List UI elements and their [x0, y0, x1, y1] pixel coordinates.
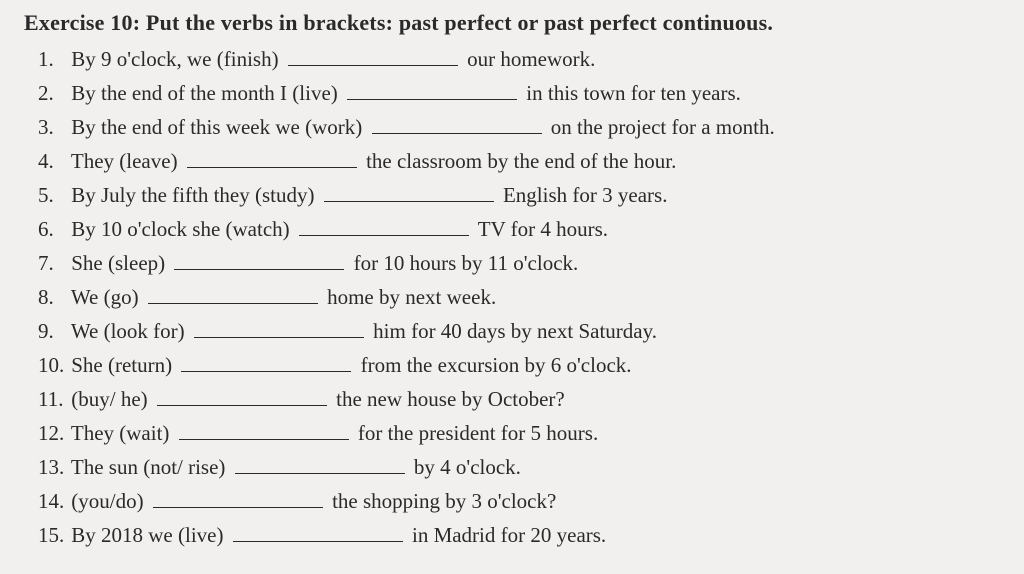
item-pre-text: (you/do)	[71, 489, 143, 513]
fill-in-blank[interactable]	[148, 284, 318, 304]
exercise-list: 1. By 9 o'clock, we (finish) our homewor…	[38, 42, 1000, 552]
exercise-item: 8. We (go) home by next week.	[38, 280, 1000, 314]
item-number: 1.	[38, 42, 66, 76]
item-number: 10.	[38, 348, 66, 382]
fill-in-blank[interactable]	[233, 522, 403, 542]
item-post-text: our homework.	[467, 47, 595, 71]
exercise-item: 7. She (sleep) for 10 hours by 11 o'cloc…	[38, 246, 1000, 280]
fill-in-blank[interactable]	[174, 250, 344, 270]
item-number: 14.	[38, 484, 66, 518]
fill-in-blank[interactable]	[187, 148, 357, 168]
item-pre-text: She (return)	[71, 353, 172, 377]
exercise-item: 2. By the end of the month I (live) in t…	[38, 76, 1000, 110]
fill-in-blank[interactable]	[288, 46, 458, 66]
item-pre-text: The sun (not/ rise)	[71, 455, 226, 479]
exercise-item: 3. By the end of this week we (work) on …	[38, 110, 1000, 144]
item-post-text: the new house by October?	[336, 387, 565, 411]
item-post-text: for 10 hours by 11 o'clock.	[354, 251, 579, 275]
item-number: 3.	[38, 110, 66, 144]
item-number: 4.	[38, 144, 66, 178]
item-number: 11.	[38, 382, 66, 416]
exercise-item: 14. (you/do) the shopping by 3 o'clock?	[38, 484, 1000, 518]
exercise-item: 12. They (wait) for the president for 5 …	[38, 416, 1000, 450]
item-pre-text: We (look for)	[71, 319, 185, 343]
fill-in-blank[interactable]	[235, 454, 405, 474]
exercise-page: Exercise 10: Put the verbs in brackets: …	[0, 0, 1024, 552]
item-pre-text: They (wait)	[71, 421, 170, 445]
item-number: 12.	[38, 416, 66, 450]
item-pre-text: By July the fifth they (study)	[71, 183, 314, 207]
item-number: 6.	[38, 212, 66, 246]
exercise-item: 13. The sun (not/ rise) by 4 o'clock.	[38, 450, 1000, 484]
item-pre-text: By 10 o'clock she (watch)	[71, 217, 289, 241]
item-pre-text: By the end of the month I (live)	[71, 81, 338, 105]
fill-in-blank[interactable]	[372, 114, 542, 134]
item-pre-text: They (leave)	[71, 149, 178, 173]
item-number: 5.	[38, 178, 66, 212]
item-post-text: the shopping by 3 o'clock?	[332, 489, 556, 513]
exercise-item: 10. She (return) from the excursion by 6…	[38, 348, 1000, 382]
exercise-item: 5. By July the fifth they (study) Englis…	[38, 178, 1000, 212]
item-post-text: in this town for ten years.	[526, 81, 741, 105]
exercise-title: Exercise 10: Put the verbs in brackets: …	[24, 10, 1000, 36]
fill-in-blank[interactable]	[324, 182, 494, 202]
item-post-text: by 4 o'clock.	[414, 455, 521, 479]
item-pre-text: We (go)	[71, 285, 139, 309]
item-pre-text: By 2018 we (live)	[71, 523, 223, 547]
fill-in-blank[interactable]	[179, 420, 349, 440]
exercise-item: 1. By 9 o'clock, we (finish) our homewor…	[38, 42, 1000, 76]
fill-in-blank[interactable]	[157, 386, 327, 406]
item-number: 8.	[38, 280, 66, 314]
fill-in-blank[interactable]	[299, 216, 469, 236]
item-pre-text: (buy/ he)	[71, 387, 147, 411]
fill-in-blank[interactable]	[181, 352, 351, 372]
item-post-text: TV for 4 hours.	[478, 217, 608, 241]
item-post-text: the classroom by the end of the hour.	[366, 149, 676, 173]
fill-in-blank[interactable]	[153, 488, 323, 508]
exercise-item: 11. (buy/ he) the new house by October?	[38, 382, 1000, 416]
item-post-text: for the president for 5 hours.	[358, 421, 598, 445]
item-post-text: home by next week.	[327, 285, 496, 309]
item-post-text: in Madrid for 20 years.	[412, 523, 606, 547]
item-post-text: English for 3 years.	[503, 183, 667, 207]
item-pre-text: She (sleep)	[71, 251, 165, 275]
exercise-item: 6. By 10 o'clock she (watch) TV for 4 ho…	[38, 212, 1000, 246]
fill-in-blank[interactable]	[194, 318, 364, 338]
item-number: 7.	[38, 246, 66, 280]
item-post-text: him for 40 days by next Saturday.	[373, 319, 657, 343]
item-pre-text: By the end of this week we (work)	[71, 115, 362, 139]
item-number: 15.	[38, 518, 66, 552]
exercise-item: 15. By 2018 we (live) in Madrid for 20 y…	[38, 518, 1000, 552]
fill-in-blank[interactable]	[347, 80, 517, 100]
exercise-item: 4. They (leave) the classroom by the end…	[38, 144, 1000, 178]
item-number: 9.	[38, 314, 66, 348]
item-post-text: from the excursion by 6 o'clock.	[361, 353, 632, 377]
item-post-text: on the project for a month.	[551, 115, 775, 139]
item-number: 13.	[38, 450, 66, 484]
exercise-item: 9. We (look for) him for 40 days by next…	[38, 314, 1000, 348]
item-number: 2.	[38, 76, 66, 110]
item-pre-text: By 9 o'clock, we (finish)	[71, 47, 278, 71]
